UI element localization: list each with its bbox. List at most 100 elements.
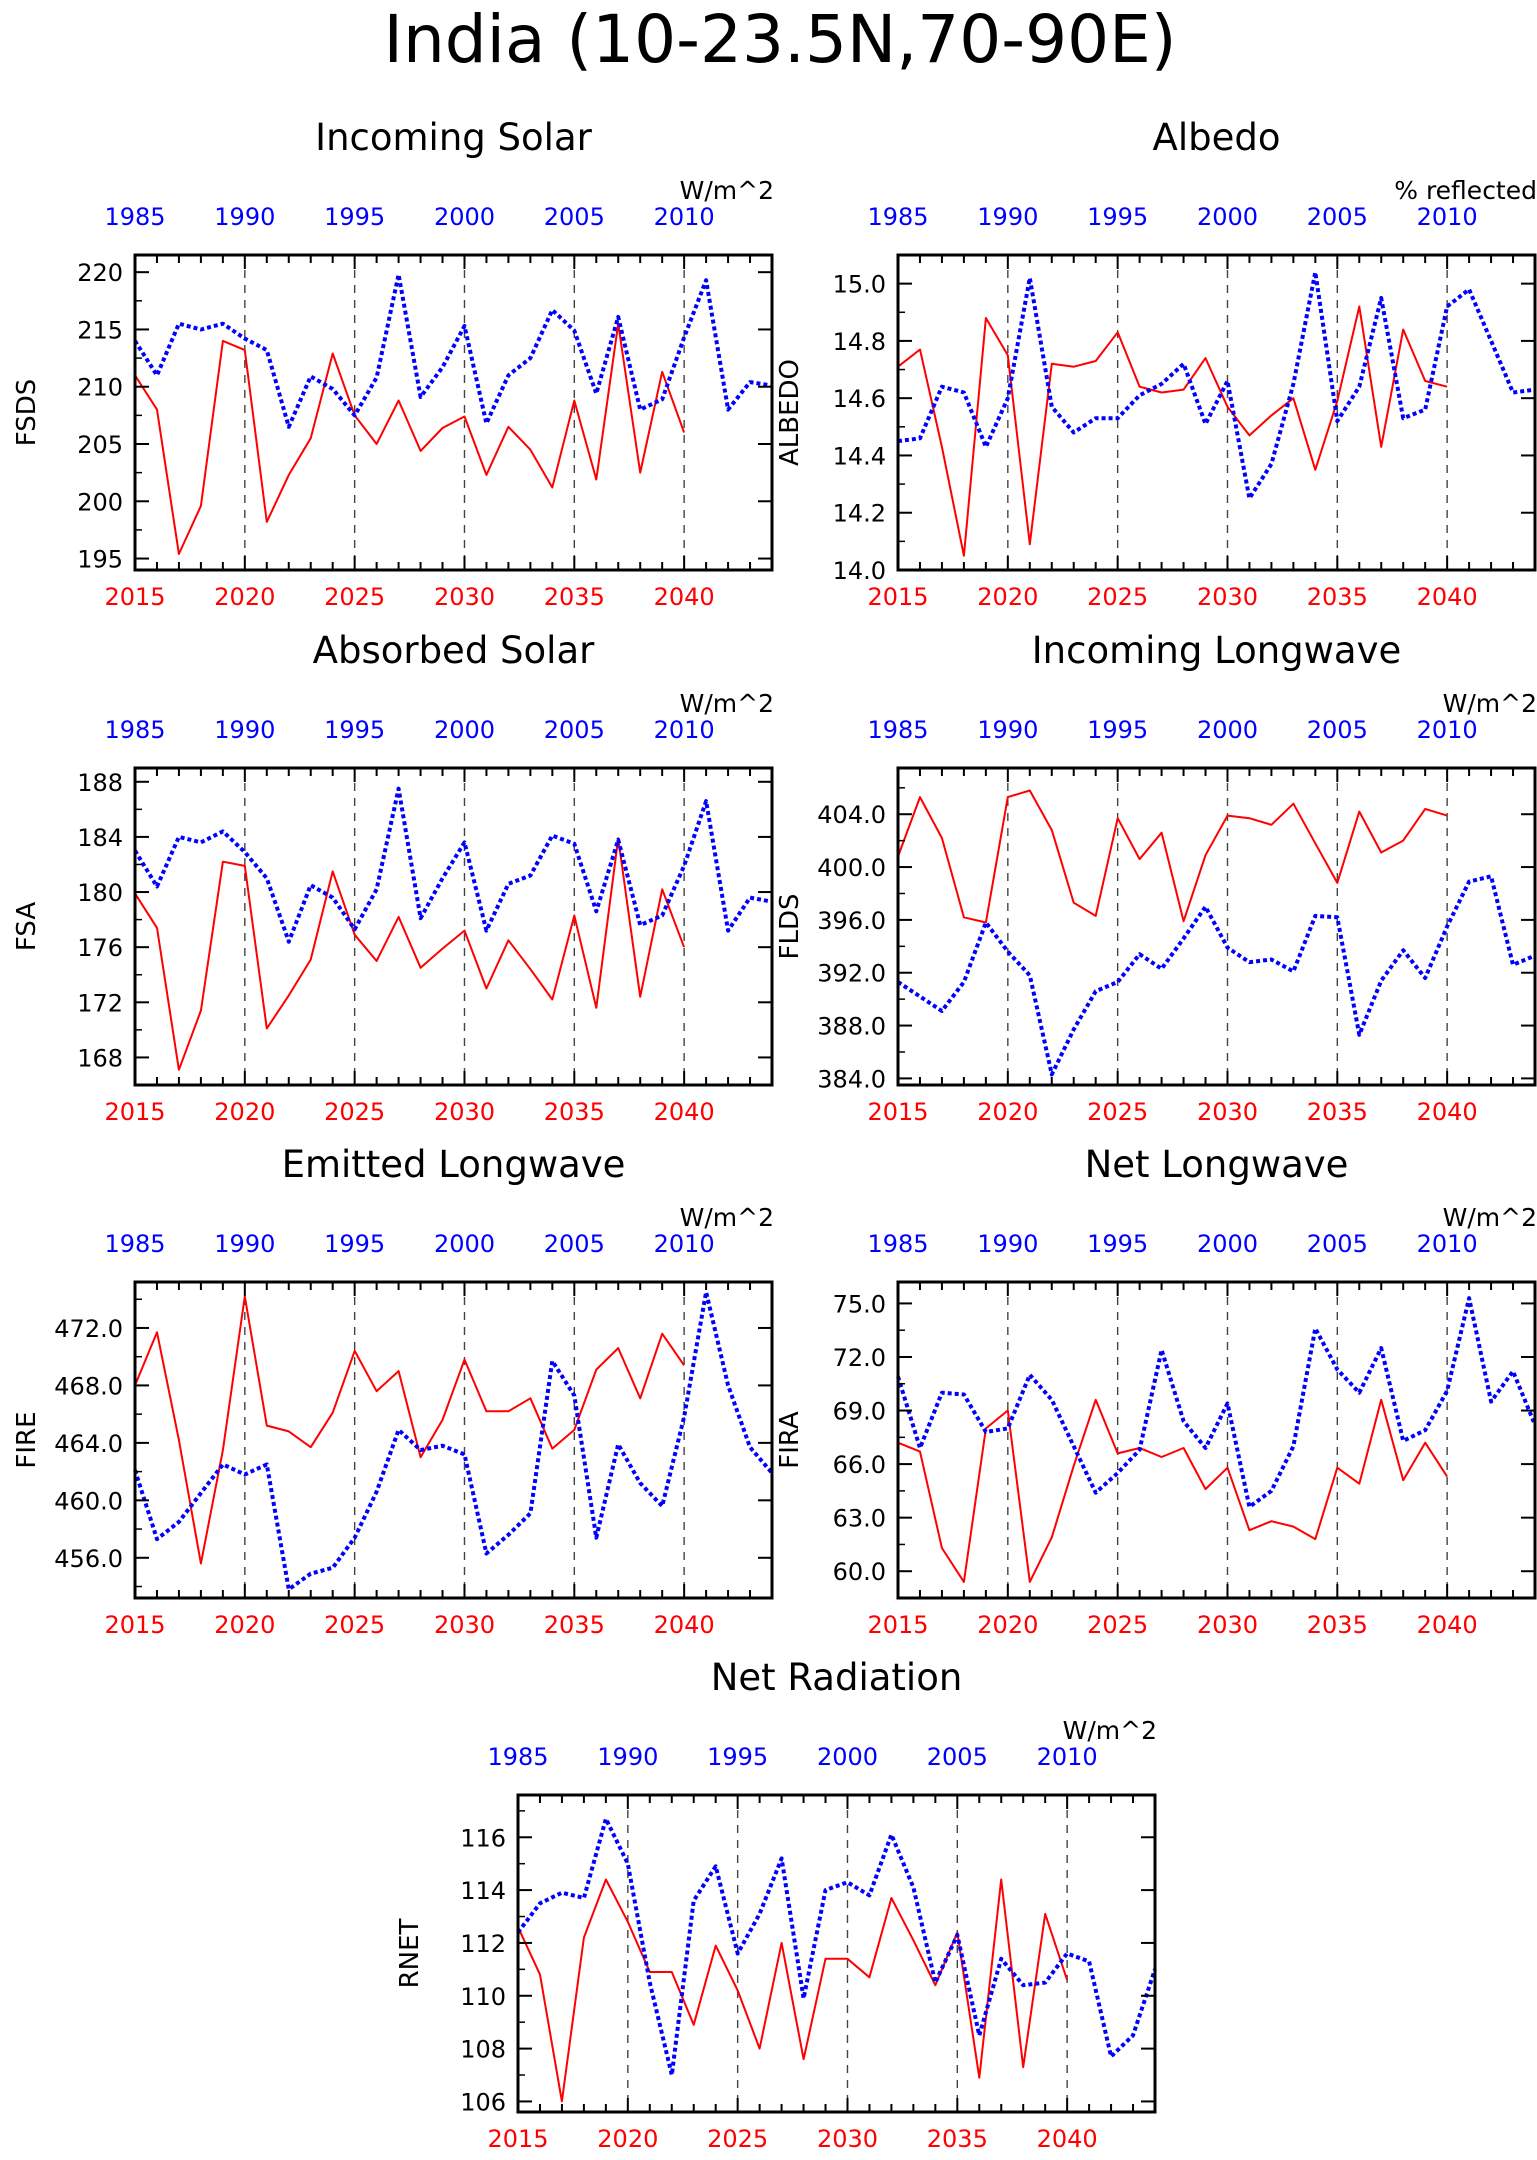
y-axis-label: FIRE xyxy=(12,1411,42,1468)
x-tick-label-bottom: 2035 xyxy=(1307,1611,1368,1639)
y-tick-label: 63.0 xyxy=(833,1505,886,1533)
x-tick-label-top: 2005 xyxy=(544,1230,605,1258)
x-tick-label-top: 2010 xyxy=(1417,716,1478,744)
x-tick-label-top: 1990 xyxy=(214,203,275,231)
units-label: W/m^2 xyxy=(680,1203,774,1232)
y-tick-label: 176 xyxy=(77,934,123,962)
x-tick-label-top: 1995 xyxy=(1087,1230,1148,1258)
x-tick-label-bottom: 2015 xyxy=(867,583,928,611)
panel-rnet: Net Radiation W/m^2 2015 2020 2025 2030 2035 20… xyxy=(395,1656,1157,2153)
y-tick-label: 384.0 xyxy=(817,1065,886,1093)
y-tick-label: 106 xyxy=(460,2088,506,2116)
x-tick-label-top: 2005 xyxy=(927,1743,988,1771)
x-tick-label-bottom: 2025 xyxy=(324,1098,385,1126)
x-tick-label-top: 1985 xyxy=(867,1230,928,1258)
x-tick-label-top: 2005 xyxy=(544,716,605,744)
x-tick-label-bottom: 2035 xyxy=(927,2125,988,2153)
y-axis-label: FSDS xyxy=(12,379,42,447)
units-label: W/m^2 xyxy=(1063,1716,1157,1745)
y-tick-label: 14.4 xyxy=(833,442,886,470)
x-tick-label-bottom: 2035 xyxy=(544,1098,605,1126)
x-tick-label-top: 1985 xyxy=(867,203,928,231)
units-label: W/m^2 xyxy=(680,176,774,205)
x-tick-label-bottom: 2035 xyxy=(1307,583,1368,611)
y-axis-label: FSA xyxy=(12,902,42,951)
x-tick-label-top: 2000 xyxy=(434,1230,495,1258)
y-tick-label: 172 xyxy=(77,989,123,1017)
x-tick-label-top: 2010 xyxy=(654,1230,715,1258)
y-tick-label: 15.0 xyxy=(833,271,886,299)
x-tick-label-bottom: 2020 xyxy=(977,1611,1038,1639)
x-tick-label-bottom: 2020 xyxy=(214,583,275,611)
series-future-line xyxy=(134,322,686,555)
plot-frame xyxy=(896,766,1537,1087)
x-tick-label-top: 2010 xyxy=(654,203,715,231)
x-tick-label-bottom: 2015 xyxy=(104,583,165,611)
x-tick-label-bottom: 2015 xyxy=(867,1611,928,1639)
panel-flds: Incoming Longwave W/m^2 2015 2020 2025 2030 20… xyxy=(775,629,1537,1126)
panel-title: Albedo xyxy=(1153,116,1281,159)
series-historical-line xyxy=(897,270,1536,501)
x-tick-label-bottom: 2030 xyxy=(1197,1611,1258,1639)
x-tick-label-bottom: 2040 xyxy=(1037,2125,1098,2153)
y-tick-label: 108 xyxy=(460,2036,506,2064)
x-tick-label-top: 2000 xyxy=(1197,716,1258,744)
y-axis-label: FLDS xyxy=(775,894,805,960)
x-tick-label-bottom: 2040 xyxy=(1417,1611,1478,1639)
y-tick-label: 75.0 xyxy=(833,1290,886,1318)
x-tick-label-bottom: 2025 xyxy=(324,1611,385,1639)
x-tick-label-top: 1995 xyxy=(707,1743,768,1771)
plot-frame xyxy=(133,766,774,1087)
x-tick-label-top: 1990 xyxy=(597,1743,658,1771)
x-tick-label-bottom: 2040 xyxy=(654,1611,715,1639)
x-tick-label-bottom: 2040 xyxy=(1417,1098,1478,1126)
y-tick-label: 184 xyxy=(77,824,123,852)
series-historical-line xyxy=(896,874,1536,1077)
x-tick-label-top: 1990 xyxy=(977,203,1038,231)
x-tick-label-top: 1995 xyxy=(324,716,385,744)
x-tick-label-top: 1985 xyxy=(104,203,165,231)
x-tick-label-top: 2010 xyxy=(1417,203,1478,231)
x-tick-label-top: 2005 xyxy=(1307,716,1368,744)
x-tick-label-bottom: 2040 xyxy=(654,1098,715,1126)
x-tick-label-bottom: 2035 xyxy=(544,1611,605,1639)
x-tick-label-top: 2010 xyxy=(1417,1230,1478,1258)
y-tick-label: 464.0 xyxy=(54,1430,123,1458)
x-tick-label-bottom: 2035 xyxy=(1307,1098,1368,1126)
series-future-line xyxy=(897,1398,1448,1583)
x-tick-label-top: 2005 xyxy=(1307,203,1368,231)
figure-title: India (10-23.5N,70-90E) xyxy=(383,1,1176,78)
y-tick-label: 110 xyxy=(460,1983,506,2011)
x-tick-label-top: 2000 xyxy=(1197,1230,1258,1258)
x-tick-label-bottom: 2020 xyxy=(977,1098,1038,1126)
x-tick-label-bottom: 2030 xyxy=(434,583,495,611)
x-tick-label-bottom: 2020 xyxy=(214,1611,275,1639)
x-tick-label-bottom: 2030 xyxy=(1197,1098,1258,1126)
x-tick-label-top: 1995 xyxy=(324,1230,385,1258)
x-tick-label-top: 1995 xyxy=(1087,716,1148,744)
x-tick-label-top: 2005 xyxy=(1307,1230,1368,1258)
units-label: W/m^2 xyxy=(680,689,774,718)
series-future-line xyxy=(517,1878,1069,2103)
units-label: % reflected xyxy=(1394,176,1537,205)
y-tick-label: 14.6 xyxy=(833,385,886,413)
y-tick-label: 396.0 xyxy=(817,907,886,935)
series-future-line xyxy=(897,789,1448,924)
y-tick-label: 468.0 xyxy=(54,1372,123,1400)
y-tick-label: 69.0 xyxy=(833,1398,886,1426)
y-tick-label: 14.0 xyxy=(833,557,886,585)
x-tick-label-bottom: 2025 xyxy=(707,2125,768,2153)
plot-frame xyxy=(133,253,774,572)
x-tick-label-bottom: 2015 xyxy=(104,1098,165,1126)
y-tick-label: 404.0 xyxy=(817,801,886,829)
series-historical-line xyxy=(896,1296,1537,1509)
y-tick-label: 14.2 xyxy=(833,500,886,528)
x-tick-label-bottom: 2025 xyxy=(1087,1611,1148,1639)
series-historical-line xyxy=(133,786,773,944)
y-tick-label: 168 xyxy=(77,1044,123,1072)
x-tick-label-top: 2005 xyxy=(544,203,605,231)
panel-title: Incoming Longwave xyxy=(1032,629,1402,672)
y-tick-label: 215 xyxy=(77,316,123,344)
panel-title: Net Longwave xyxy=(1085,1143,1349,1186)
